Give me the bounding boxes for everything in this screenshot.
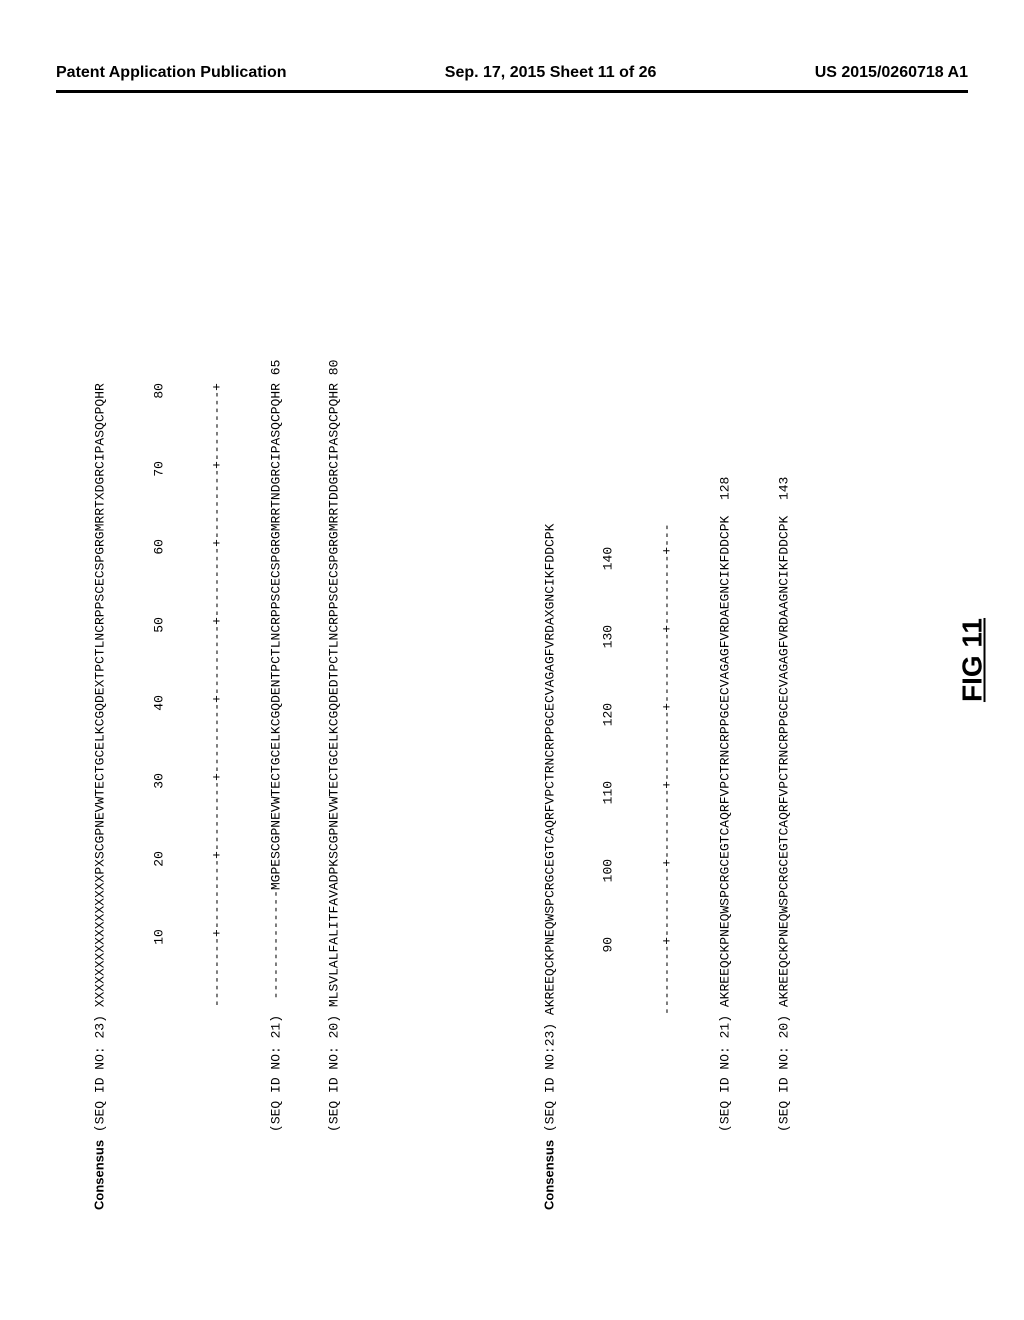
- ruler-marks: ---------+---------+---------+---------+…: [210, 383, 225, 1007]
- ruler-nums-2: 90 100 110 120 130 140: [601, 547, 616, 1015]
- ruler-numbers-2: 90 100 110 120 130 140: [599, 110, 619, 1210]
- seq2-id: (SEQ ID NO: 20): [327, 1015, 342, 1132]
- ruler-numbers-1: 10 20 30 40 50 60 70 80: [149, 110, 169, 1210]
- seq1-row-1: (SEQ ID NO: 21) --------------MGPESCGPNE…: [266, 110, 286, 1210]
- sequence-alignment: Consensus (SEQ ID NO: 23) XXXXXXXXXXXXXX…: [12, 110, 1013, 1210]
- alignment-block-2: Consensus (SEQ ID NO:23) AKREEQCKPNEQWSP…: [500, 110, 833, 1210]
- consensus-seq: XXXXXXXXXXXXXXXXXPXSCGPNEVWTECTGCELKCGQD…: [93, 383, 108, 1007]
- seq2-id-2: (SEQ ID NO: 20): [776, 1015, 791, 1132]
- seq1-id-2: (SEQ ID NO: 21): [718, 1015, 733, 1132]
- seq2-seq: MLSVLALFALITFAVADPKSCGPNEVWTECTGCELKCGQD…: [327, 383, 342, 1007]
- seq1-end-2: 128: [718, 477, 733, 516]
- header-center: Sep. 17, 2015 Sheet 11 of 26: [445, 64, 657, 82]
- seq2-end: 80: [327, 360, 342, 383]
- consensus-label: Consensus: [92, 1140, 107, 1210]
- ruler-marks-2: ---------+---------+---------+---------+…: [659, 523, 674, 1014]
- seq2-row-2: (SEQ ID NO: 20) AKREEQCKPNEQWSPCRGCEGTCA…: [774, 110, 794, 1210]
- seq1-end: 65: [268, 360, 283, 383]
- header-left: Patent Application Publication: [56, 64, 287, 82]
- consensus-row-1: Consensus (SEQ ID NO: 23) XXXXXXXXXXXXXX…: [90, 110, 111, 1210]
- alignment-block-1: Consensus (SEQ ID NO: 23) XXXXXXXXXXXXXX…: [51, 110, 384, 1210]
- seq2-end-2: 143: [776, 477, 791, 516]
- consensus-seq-2: AKREEQCKPNEQWSPCRGCEGTCAQRFVPCTRNCRPPGCE…: [542, 524, 557, 1015]
- consensus-row-2: Consensus (SEQ ID NO:23) AKREEQCKPNEQWSP…: [539, 110, 560, 1210]
- seq2-row-1: (SEQ ID NO: 20) MLSVLALFALITFAVADPKSCGPN…: [325, 110, 345, 1210]
- figure-label: FIG 11: [951, 110, 993, 1210]
- seq1-seq: --------------MGPESCGPNEVWTECTGCELKCGQDE…: [268, 383, 283, 999]
- consensus-id-2: (SEQ ID NO:23): [542, 1023, 557, 1132]
- header-divider: [56, 90, 968, 93]
- seq1-row-2: (SEQ ID NO: 21) AKREEQCKPNEQWSPCRGCEGTCA…: [716, 110, 736, 1210]
- ruler-marks-1: ---------+---------+---------+---------+…: [208, 110, 228, 1210]
- consensus-id: (SEQ ID NO: 23): [93, 1015, 108, 1132]
- ruler-marks-2: ---------+---------+---------+---------+…: [657, 110, 677, 1210]
- ruler-nums: 10 20 30 40 50 60 70 80: [151, 383, 166, 1007]
- header-right: US 2015/0260718 A1: [815, 64, 968, 82]
- consensus-label-2: Consensus: [541, 1140, 556, 1210]
- seq1-id: (SEQ ID NO: 21): [268, 1015, 283, 1132]
- page-header: Patent Application Publication Sep. 17, …: [0, 64, 1024, 82]
- seq1-seq-2: AKREEQCKPNEQWSPCRGCEGTCAQRFVPCTRNCRPPGCE…: [718, 516, 733, 1007]
- seq2-seq-2: AKREEQCKPNEQWSPCRGCEGTCAQRFVPCTRNCRPPGCE…: [776, 516, 791, 1007]
